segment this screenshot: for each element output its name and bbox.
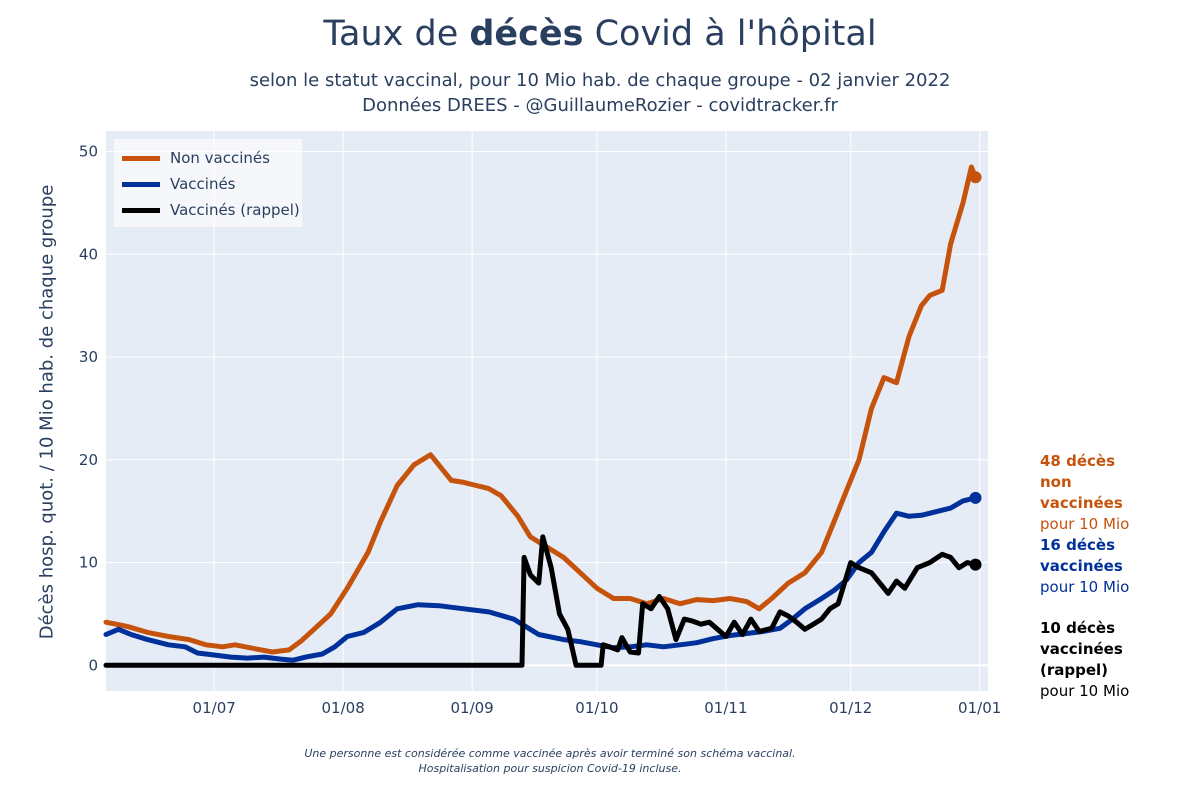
tick-labels: 0 10 20 30 40 50 01/07 01/08 01/09 01/10 01/11 01/1…: [79, 143, 1001, 717]
x-tick-label: 01/01: [958, 699, 1001, 717]
subtitle-line-1: selon le statut vaccinal, pour 10 Mio ha…: [249, 70, 951, 91]
y-tick-label: 50: [79, 143, 98, 161]
x-tick-label: 01/10: [575, 699, 618, 717]
legend-swatch-vaccines: [122, 181, 160, 187]
legend-item-non-vaccines[interactable]: Non vaccinés: [122, 149, 270, 167]
series-line-1: [103, 495, 978, 663]
series-end-marker-1: [969, 491, 982, 504]
annotation-non-vaccines: 48 décès non vaccinées pour 10 Mio: [1040, 451, 1150, 535]
x-tick-label: 01/12: [829, 699, 872, 717]
footnote-line-2: Hospitalisation pour suspicion Covid-19 …: [418, 762, 682, 775]
x-tick-label: 01/09: [450, 699, 493, 717]
annotation-non-vaccines-rest: pour 10 Mio: [1040, 515, 1130, 533]
annotation-rappel-bold: 10 décès vaccinées (rappel): [1040, 619, 1123, 679]
legend-swatch-rappel: [122, 207, 160, 213]
y-tick-label: 10: [79, 554, 98, 572]
annotation-rappel-rest: pour 10 Mio: [1040, 682, 1130, 700]
legend-label-vaccines: Vaccinés: [170, 175, 236, 193]
legend-label-non-vaccines: Non vaccinés: [170, 149, 270, 167]
title-part-after: Covid à l'hôpital: [583, 14, 877, 54]
annotation-vaccines: 16 décès vaccinées pour 10 Mio: [1040, 535, 1130, 598]
title-part-before: Taux de: [323, 14, 470, 54]
annotation-non-vaccines-bold: 48 décès non vaccinées: [1040, 452, 1123, 512]
annotation-vaccines-rest: pour 10 Mio: [1040, 578, 1130, 596]
y-tick-label: 0: [88, 656, 98, 674]
legend: Non vaccinés Vaccinés Vaccinés (rappel): [114, 139, 302, 227]
x-tick-label: 01/08: [322, 699, 365, 717]
title-part-bold: décès: [469, 14, 584, 54]
series-lines: [103, 164, 982, 668]
series-line-2: [103, 534, 978, 668]
annotation-vaccines-bold: 16 décès vaccinées: [1040, 536, 1123, 575]
legend-item-rappel[interactable]: Vaccinés (rappel): [122, 201, 300, 219]
legend-swatch-non-vaccines: [122, 155, 160, 161]
legend-item-vaccines[interactable]: Vaccinés: [122, 175, 236, 193]
chart-title: Taux de décès Covid à l'hôpital: [0, 14, 1200, 54]
annotation-rappel: 10 décès vaccinées (rappel) pour 10 Mio: [1040, 618, 1190, 702]
x-tick-label: 01/07: [193, 699, 236, 717]
series-line-0: [103, 164, 978, 655]
legend-label-rappel: Vaccinés (rappel): [170, 201, 300, 219]
y-tick-label: 30: [79, 348, 98, 366]
series-end-marker-0: [969, 171, 982, 184]
x-tick-label: 01/11: [704, 699, 747, 717]
subtitle-line-2: Données DREES - @GuillaumeRozier - covid…: [362, 95, 838, 116]
footnote-line-1: Une personne est considérée comme vaccin…: [304, 747, 796, 760]
series-end-marker-2: [969, 558, 982, 571]
y-tick-label: 40: [79, 245, 98, 263]
y-tick-label: 20: [79, 451, 98, 469]
